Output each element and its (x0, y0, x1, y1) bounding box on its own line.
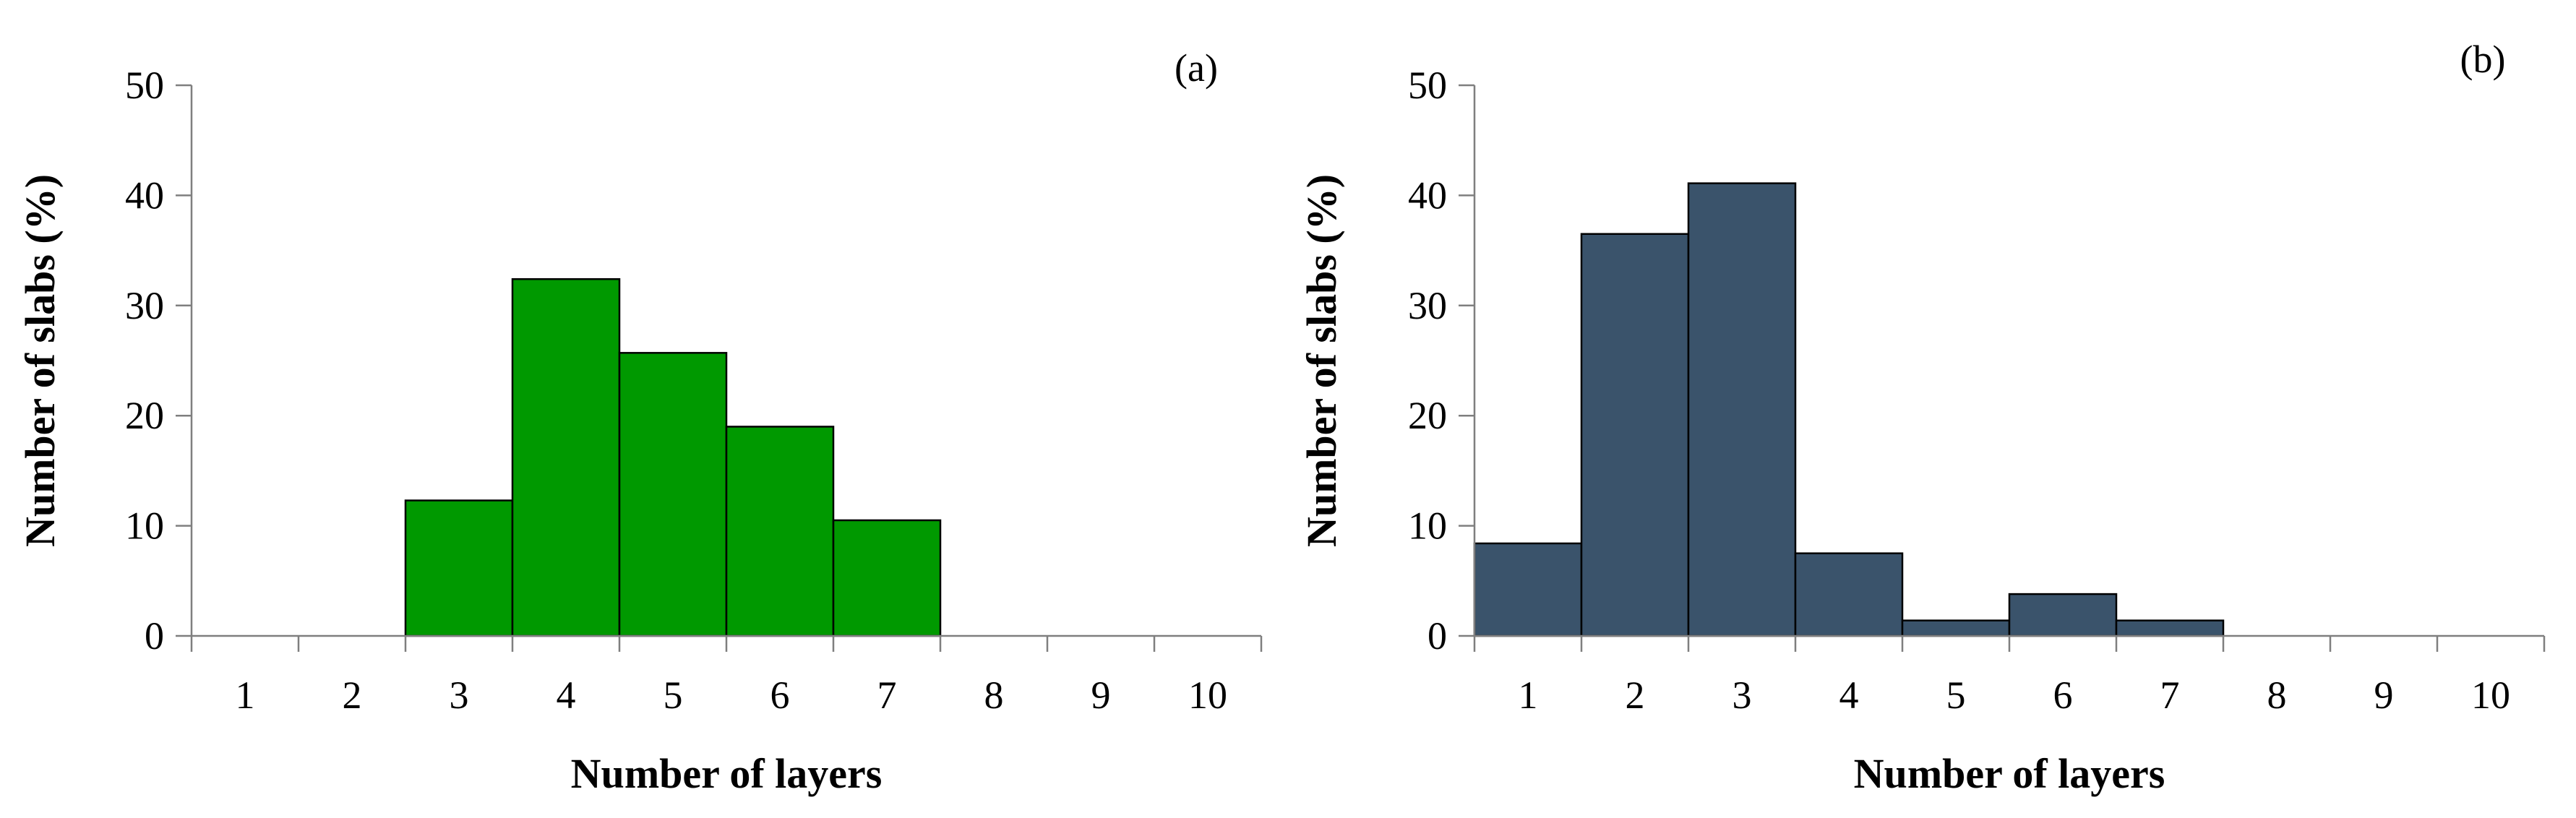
y-tick-label-50: 50 (1408, 64, 1447, 107)
bar-7 (2115, 619, 2225, 637)
bar-7 (832, 519, 942, 637)
x-tick-label-5: 5 (664, 673, 683, 717)
bar-3 (1687, 182, 1797, 637)
y-tick-label-10: 10 (125, 504, 164, 548)
x-tick-label-3: 3 (450, 673, 469, 717)
x-tick-label-3: 3 (1733, 673, 1752, 717)
y-tick-label-20: 20 (125, 394, 164, 437)
y-tick-label-10: 10 (1408, 504, 1447, 548)
y-tick-label-50: 50 (125, 64, 164, 107)
x-tick-label-6: 6 (2053, 673, 2073, 717)
y-tick-label-0: 0 (1427, 614, 1447, 658)
y-tick-label-40: 40 (125, 173, 164, 217)
x-tick-label-1: 1 (236, 673, 255, 717)
bar-2 (1580, 233, 1690, 637)
panel-a: 0 10 20 30 40 50 1 2 3 4 5 6 7 8 9 10 Number of layers Nu… (17, 46, 1263, 797)
bar-1 (1473, 542, 1583, 637)
x-tick-label-4: 4 (1839, 673, 1859, 717)
x-tick-label-2: 2 (343, 673, 362, 717)
panel-label: (a) (1175, 46, 1218, 90)
y-tick-label-40: 40 (1408, 173, 1447, 217)
bar-4 (511, 277, 621, 637)
x-tick-label-10: 10 (1188, 673, 1227, 717)
x-tick-label-7: 7 (877, 673, 897, 717)
x-tick-label-10: 10 (2471, 673, 2510, 717)
x-tick-label-2: 2 (1626, 673, 1645, 717)
bar-6 (2008, 593, 2118, 637)
x-tick-label-8: 8 (984, 673, 1004, 717)
x-axis-title: Number of layers (571, 750, 883, 797)
x-tick-label-1: 1 (1519, 673, 1538, 717)
bar-6 (725, 426, 835, 637)
panel-label: (b) (2460, 38, 2506, 81)
panel-b: 0 10 20 30 40 50 1 2 3 4 5 6 7 8 9 10 Number of layers Nu… (1298, 38, 2546, 797)
y-axis-title: Number of slabs (%) (17, 174, 64, 547)
x-axis-title: Number of layers (1854, 750, 2165, 797)
x-tick-label-9: 9 (1091, 673, 1111, 717)
y-axis-title: Number of slabs (%) (1298, 174, 1345, 547)
x-tick-label-8: 8 (2267, 673, 2287, 717)
y-tick-label-0: 0 (145, 614, 164, 658)
x-tick-label-4: 4 (557, 673, 576, 717)
y-tick-label-30: 30 (125, 284, 164, 327)
bar-5 (1901, 619, 2011, 637)
bar-4 (1794, 552, 1904, 637)
x-tick-label-7: 7 (2160, 673, 2180, 717)
y-tick-label-30: 30 (1408, 284, 1447, 327)
x-tick-label-5: 5 (1946, 673, 1966, 717)
bar-5 (618, 352, 728, 637)
bar-3 (404, 499, 514, 637)
x-tick-label-6: 6 (770, 673, 790, 717)
x-tick-label-9: 9 (2374, 673, 2394, 717)
y-tick-label-20: 20 (1408, 394, 1447, 437)
